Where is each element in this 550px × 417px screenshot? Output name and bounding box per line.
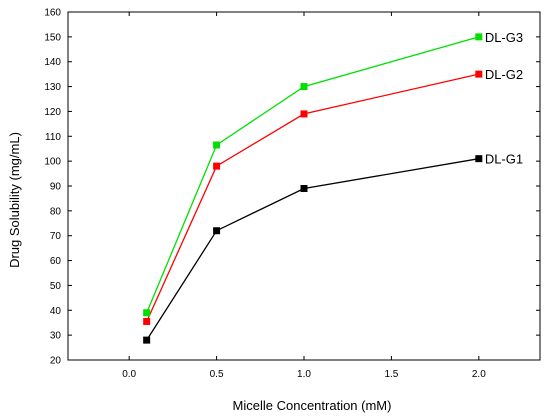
x-tick-label: 1.0 bbox=[297, 369, 311, 380]
x-tick-label: 0.5 bbox=[210, 369, 224, 380]
series-line-dl-g2 bbox=[146, 73, 479, 322]
y-axis-title: Drug Solubility (mg/mL) bbox=[7, 132, 22, 268]
y-tick-label: 70 bbox=[50, 231, 62, 242]
data-point-dl-g2 bbox=[300, 110, 308, 118]
y-tick-label: 90 bbox=[50, 182, 62, 193]
y-tick-label: 40 bbox=[50, 306, 62, 317]
x-axis-title: Micelle Concentration (mM) bbox=[233, 398, 392, 413]
series-line-dl-g3 bbox=[146, 36, 479, 314]
data-point-dl-g1 bbox=[143, 336, 151, 344]
series-lines bbox=[146, 36, 479, 341]
y-tick-label: 80 bbox=[50, 206, 62, 217]
x-tick-label: 1.5 bbox=[384, 369, 398, 380]
data-point-dl-g3 bbox=[213, 141, 221, 149]
data-point-dl-g1 bbox=[300, 184, 308, 192]
series-label-dl-g1: DL-G1 bbox=[485, 152, 523, 167]
data-point-dl-g3 bbox=[475, 33, 483, 41]
data-point-dl-g1 bbox=[475, 155, 483, 163]
y-tick-label: 60 bbox=[50, 256, 62, 267]
series-markers bbox=[143, 33, 483, 344]
y-tick-label: 30 bbox=[50, 331, 62, 342]
x-tick-label: 0.0 bbox=[122, 369, 136, 380]
y-tick-label: 100 bbox=[44, 157, 61, 168]
data-point-dl-g2 bbox=[475, 70, 483, 78]
x-axis-ticks: 0.0 0.5 1.0 1.5 2.0 bbox=[122, 12, 486, 380]
y-tick-label: 20 bbox=[50, 356, 62, 367]
y-tick-label: 150 bbox=[44, 32, 61, 43]
y-tick-label: 50 bbox=[50, 281, 62, 292]
y-axis-ticks: 20 30 40 50 60 70 80 90 100 110 120 130 140 150 160 bbox=[44, 8, 540, 367]
y-tick-label: 140 bbox=[44, 57, 61, 68]
data-point-dl-g3 bbox=[143, 309, 151, 317]
data-point-dl-g1 bbox=[213, 227, 221, 235]
series-line-dl-g1 bbox=[146, 158, 479, 341]
data-point-dl-g3 bbox=[300, 83, 308, 91]
data-point-dl-g2 bbox=[143, 317, 151, 325]
series-label-dl-g3: DL-G3 bbox=[485, 30, 523, 45]
data-point-dl-g2 bbox=[213, 162, 221, 170]
x-tick-label: 2.0 bbox=[472, 369, 486, 380]
y-tick-label: 130 bbox=[44, 82, 61, 93]
series-label-dl-g2: DL-G2 bbox=[485, 67, 523, 82]
y-tick-label: 160 bbox=[44, 8, 61, 19]
y-tick-label: 110 bbox=[45, 132, 61, 143]
series-labels: DL-G1 DL-G2 DL-G3 bbox=[485, 30, 523, 167]
y-tick-label: 120 bbox=[44, 107, 61, 118]
